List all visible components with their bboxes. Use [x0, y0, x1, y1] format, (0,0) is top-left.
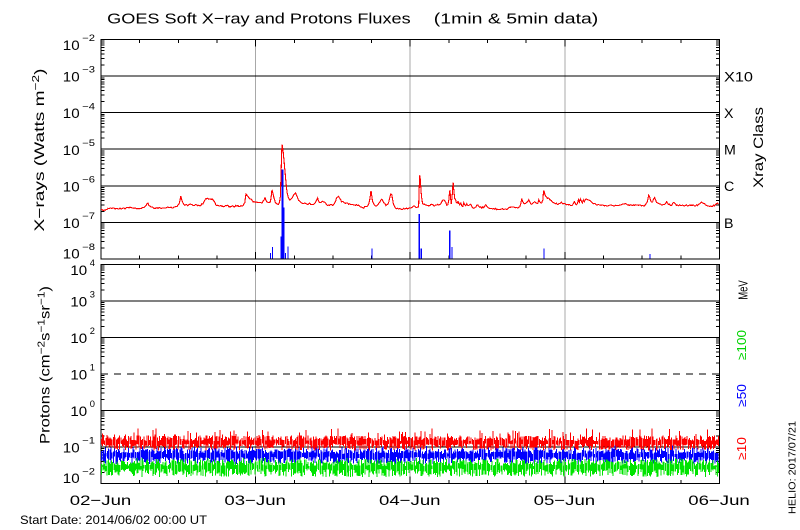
svg-text:X10: X10 [724, 69, 753, 85]
svg-text:−6: −6 [82, 174, 95, 184]
svg-text:05−Jun: 05−Jun [534, 493, 596, 509]
svg-text:10: 10 [63, 470, 80, 486]
svg-text:≥50: ≥50 [735, 384, 749, 407]
svg-text:10: 10 [63, 246, 80, 262]
svg-text:4: 4 [90, 258, 95, 268]
svg-text:Xray Class: Xray Class [751, 107, 766, 188]
svg-text:03−Jun: 03−Jun [224, 493, 286, 509]
svg-text:−7: −7 [82, 211, 95, 221]
svg-text:MeV: MeV [736, 280, 751, 300]
svg-text:10: 10 [63, 105, 80, 121]
svg-text:−5: −5 [82, 138, 95, 148]
svg-text:(1min & 5min data): (1min & 5min data) [434, 11, 599, 28]
svg-text:−2: −2 [82, 33, 95, 43]
svg-text:06−Jun: 06−Jun [688, 493, 750, 509]
svg-text:10: 10 [63, 142, 80, 158]
svg-text:3: 3 [90, 290, 95, 300]
svg-text:≥10: ≥10 [735, 437, 749, 460]
svg-text:−3: −3 [82, 65, 95, 75]
svg-text:M: M [724, 143, 736, 159]
svg-text:0: 0 [90, 399, 95, 409]
svg-text:−1: −1 [82, 436, 95, 446]
svg-text:10: 10 [63, 440, 80, 456]
svg-text:2: 2 [90, 326, 95, 336]
svg-text:−4: −4 [82, 101, 95, 111]
svg-text:10: 10 [63, 37, 80, 53]
svg-text:GOES Soft X−ray and Protons Fl: GOES Soft X−ray and Protons Fluxes [107, 11, 411, 28]
svg-text:C: C [724, 179, 734, 195]
svg-text:02−Jun: 02−Jun [70, 493, 132, 509]
svg-text:10: 10 [70, 403, 87, 419]
svg-text:B: B [724, 216, 733, 232]
svg-text:X: X [724, 106, 734, 122]
svg-text:10: 10 [70, 262, 87, 278]
svg-text:Protons (cm−2s−1sr−1): Protons (cm−2s−1sr−1) [37, 286, 53, 444]
svg-text:X−rays (Watts m−2): X−rays (Watts m−2) [31, 69, 47, 232]
svg-text:10: 10 [70, 330, 87, 346]
svg-text:−2: −2 [82, 466, 95, 476]
svg-text:−8: −8 [82, 242, 95, 252]
svg-text:HELIO: 2017/07/21: HELIO: 2017/07/21 [787, 421, 799, 514]
svg-text:Start Date: 2014/06/02 00:00 U: Start Date: 2014/06/02 00:00 UT [20, 513, 207, 527]
svg-text:04−Jun: 04−Jun [379, 493, 441, 509]
svg-text:10: 10 [63, 215, 80, 231]
svg-text:10: 10 [63, 69, 80, 85]
svg-text:≥100: ≥100 [735, 330, 749, 360]
svg-text:1: 1 [90, 363, 95, 373]
svg-text:10: 10 [63, 178, 80, 194]
svg-text:10: 10 [70, 294, 87, 310]
svg-text:10: 10 [70, 367, 87, 383]
